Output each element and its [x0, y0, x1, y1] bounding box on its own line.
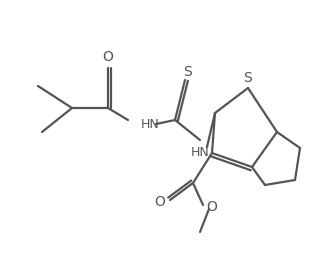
Text: O: O: [103, 50, 113, 64]
Text: S: S: [184, 65, 192, 79]
Text: O: O: [155, 195, 166, 209]
Text: HN: HN: [141, 118, 160, 131]
Text: O: O: [207, 200, 217, 214]
Text: HN: HN: [191, 146, 210, 158]
Text: S: S: [244, 71, 252, 85]
